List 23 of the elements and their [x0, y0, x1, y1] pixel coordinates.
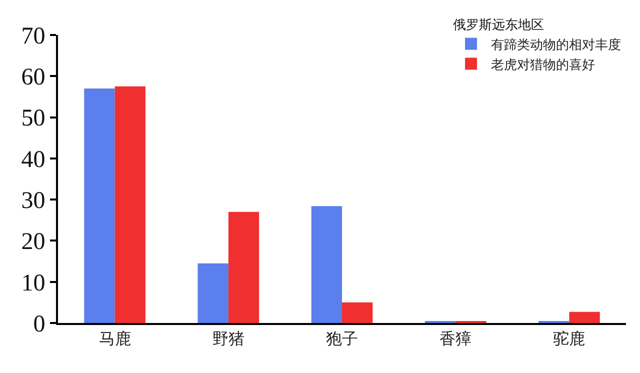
bar [569, 312, 600, 323]
x-tick-label: 马鹿 [98, 329, 131, 348]
x-tick-label: 驼鹿 [553, 329, 586, 348]
y-tick-label: 50 [21, 106, 46, 132]
bar [342, 302, 373, 323]
legend-title: 俄罗斯远东地区 [453, 18, 544, 33]
bar [311, 206, 342, 323]
bar [84, 88, 115, 323]
y-tick-label: 0 [33, 311, 46, 338]
bar [198, 263, 228, 323]
y-tick-label: 70 [21, 23, 46, 50]
legend-label: 老虎对猎物的喜好 [491, 58, 595, 73]
y-tick-label: 20 [21, 229, 46, 256]
y-tick-label: 60 [21, 64, 46, 91]
x-tick-label: 香獐 [440, 329, 472, 348]
legend-label: 有蹄类动物的相对丰度 [491, 36, 621, 53]
y-tick-label: 40 [21, 146, 46, 173]
x-tick-label: 狍子 [326, 329, 358, 348]
y-tick-label: 30 [21, 188, 46, 214]
y-tick-label: 10 [21, 270, 46, 296]
bar [228, 212, 260, 323]
x-tick-label: 野猪 [212, 329, 244, 348]
bar [114, 86, 146, 323]
